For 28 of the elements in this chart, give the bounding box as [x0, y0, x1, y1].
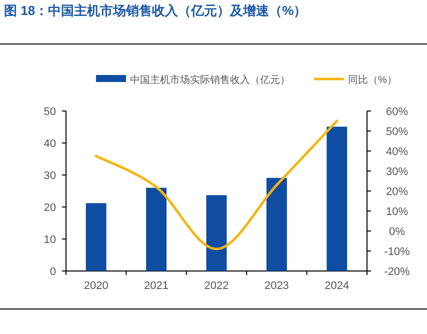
bar: [266, 178, 287, 271]
bar: [206, 195, 227, 271]
y2-tick-label: 20%: [386, 186, 408, 198]
y-tick-label: 10: [44, 234, 56, 246]
y2-tick-label: 10%: [386, 206, 408, 218]
bar: [86, 203, 106, 271]
x-tick-label: 2024: [324, 280, 350, 292]
legend-label: 中国主机市场实际销售收入（亿元）: [130, 74, 290, 86]
bar: [146, 188, 167, 271]
y-tick-label: 40: [44, 138, 56, 150]
y2-tick-label: -20%: [384, 266, 410, 278]
x-tick-label: 2022: [204, 280, 229, 292]
legend-label: 同比（%）: [348, 74, 397, 86]
x-tick-label: 2021: [144, 280, 169, 292]
y2-tick-label: 30%: [386, 166, 408, 178]
y-tick-label: 30: [44, 170, 56, 182]
y2-tick-label: 60%: [386, 106, 408, 118]
y2-tick-label: 50%: [386, 126, 408, 138]
x-tick-label: 2020: [84, 280, 108, 292]
y-tick-label: 20: [44, 202, 56, 214]
y2-tick-label: 40%: [386, 146, 408, 158]
bar: [326, 126, 348, 271]
x-tick-label: 2023: [264, 280, 289, 292]
chart-title: 图 18：中国主机市场销售收入（亿元）及增速（%）: [4, 3, 307, 18]
y-tick-label: 0: [50, 266, 56, 278]
y-tick-label: 50: [44, 106, 56, 118]
y2-tick-label: 0%: [389, 226, 406, 238]
y2-tick-label: -10%: [384, 246, 410, 258]
